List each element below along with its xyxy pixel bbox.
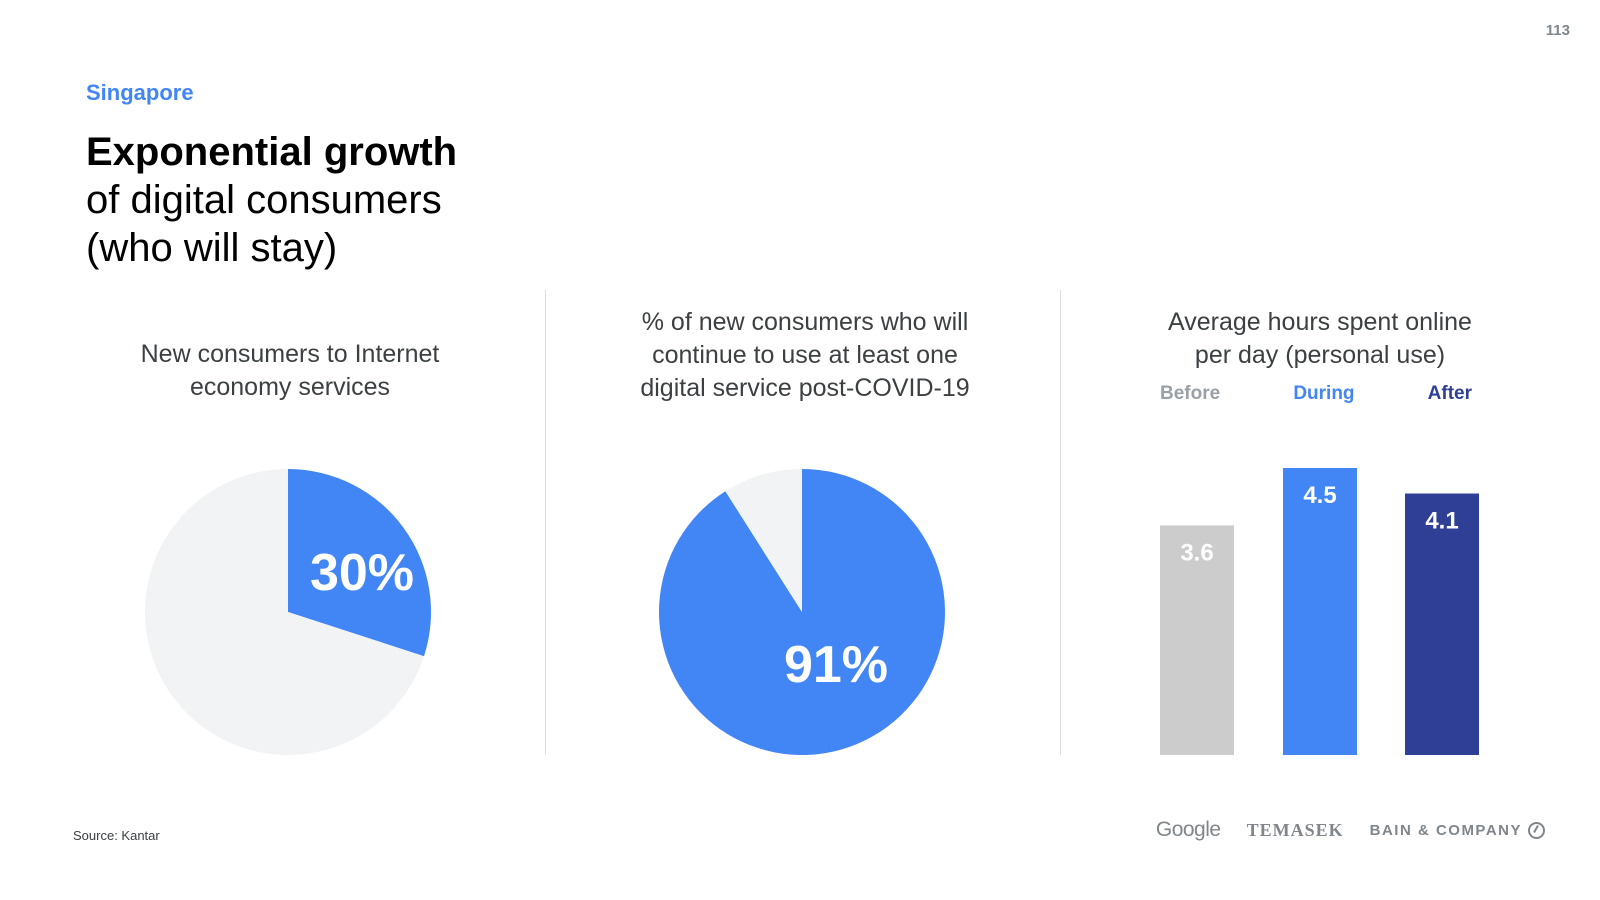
logos: Google TEMASEK BAIN & COMPANY xyxy=(1156,818,1545,842)
bar-value-label: 4.5 xyxy=(1303,482,1336,509)
legend-after: After xyxy=(1427,383,1472,404)
pie1-slice xyxy=(145,469,425,755)
panel-1-title-line: New consumers to Internet xyxy=(140,340,440,368)
panel-3-title-line: per day (personal use) xyxy=(1194,341,1446,369)
title-bold: Exponential growth xyxy=(86,130,458,174)
panel-2-title-line: continue to use at least one xyxy=(652,341,958,369)
source-note: Source: Kantar xyxy=(73,828,160,843)
panel-3-title-line: Average hours spent online xyxy=(1168,308,1472,336)
bain-mark-icon xyxy=(1528,821,1545,839)
bar-after xyxy=(1405,493,1479,755)
title-line-2: of digital consumers xyxy=(86,178,442,222)
panel-1-title: New consumers to Internet economy servic… xyxy=(80,338,500,404)
pie2-slice xyxy=(725,469,802,612)
bar-legend: Before During After xyxy=(1160,383,1472,405)
pie1-value-label: 30% xyxy=(310,544,414,602)
temasek-logo: TEMASEK xyxy=(1246,819,1344,840)
panel-divider-1 xyxy=(545,290,546,755)
title-line-3: (who will stay) xyxy=(86,226,338,270)
pie2-value-label: 91% xyxy=(784,636,888,694)
page-number: 113 xyxy=(1545,22,1570,39)
legend-during: During xyxy=(1293,383,1355,404)
bain-logo: BAIN & COMPANY xyxy=(1369,821,1545,839)
google-logo: Google xyxy=(1155,818,1221,841)
legend-before: Before xyxy=(1160,383,1221,404)
panel-2-title-line: % of new consumers who will xyxy=(641,308,969,336)
panel-divider-2 xyxy=(1060,290,1061,755)
bar-value-label: 4.1 xyxy=(1425,508,1458,535)
page-title: Exponential growth of digital consumers … xyxy=(86,128,457,272)
panel-2-title: % of new consumers who will continue to … xyxy=(590,306,1020,405)
panel-3-title: Average hours spent online per day (pers… xyxy=(1110,306,1530,372)
panel-2-title-line: digital service post-COVID-19 xyxy=(640,374,970,402)
bar-during xyxy=(1283,468,1357,755)
bar-before xyxy=(1160,525,1234,755)
bain-logo-text: BAIN & COMPANY xyxy=(1369,821,1522,839)
pie1-slice xyxy=(288,469,431,657)
region-label: Singapore xyxy=(86,80,194,105)
bar-value-label: 3.6 xyxy=(1180,539,1213,566)
panel-1-title-line: economy services xyxy=(189,373,391,401)
